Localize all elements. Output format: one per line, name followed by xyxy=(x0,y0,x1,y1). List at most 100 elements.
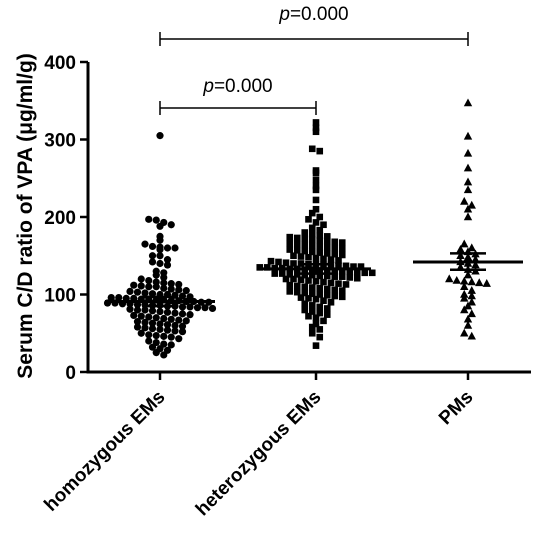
data-point xyxy=(327,279,335,287)
data-points xyxy=(103,98,491,359)
data-point xyxy=(316,303,324,311)
data-point xyxy=(308,230,316,238)
data-point xyxy=(301,306,309,314)
data-point xyxy=(456,251,465,259)
data-point xyxy=(175,335,183,343)
data-point xyxy=(301,241,309,249)
data-point xyxy=(148,252,157,260)
data-point xyxy=(156,252,164,260)
data-point xyxy=(163,256,172,264)
data-point xyxy=(308,224,316,232)
data-point xyxy=(312,342,320,349)
data-point xyxy=(208,304,217,313)
data-point xyxy=(320,317,327,325)
data-point xyxy=(133,318,142,326)
data-point xyxy=(460,196,469,205)
data-point xyxy=(297,294,305,301)
data-point xyxy=(308,308,316,315)
data-point xyxy=(160,332,168,340)
data-point xyxy=(331,286,339,294)
data-point xyxy=(323,267,331,274)
data-point xyxy=(137,329,145,337)
data-point xyxy=(137,312,145,320)
data-point xyxy=(316,243,324,250)
data-point xyxy=(312,295,320,303)
data-point xyxy=(148,258,157,266)
data-point xyxy=(160,279,168,287)
data-point xyxy=(463,185,473,194)
data-point xyxy=(316,232,324,239)
data-point xyxy=(308,302,316,309)
data-point xyxy=(482,279,491,287)
data-point xyxy=(163,321,172,329)
data-point xyxy=(316,267,324,274)
data-point xyxy=(312,182,320,190)
data-point xyxy=(286,240,294,247)
data-point xyxy=(316,236,324,244)
data-point xyxy=(133,288,142,296)
data-point xyxy=(312,176,320,184)
data-point xyxy=(320,221,327,229)
data-point xyxy=(463,320,473,329)
data-point xyxy=(286,271,294,278)
data-point xyxy=(463,270,473,279)
data-point xyxy=(133,323,142,331)
data-point xyxy=(342,262,350,270)
y-tick-label: 300 xyxy=(44,131,76,152)
data-point xyxy=(148,343,157,351)
data-point xyxy=(178,328,187,336)
data-point xyxy=(293,240,301,248)
data-point xyxy=(312,219,320,226)
data-point xyxy=(115,294,123,302)
data-point xyxy=(335,280,342,287)
data-point xyxy=(175,286,183,294)
data-point xyxy=(167,333,175,341)
data-point xyxy=(338,267,346,275)
data-point xyxy=(308,284,316,291)
data-point xyxy=(467,291,476,300)
data-point xyxy=(323,272,331,280)
data-point xyxy=(463,314,473,323)
data-point xyxy=(316,147,324,155)
data-point xyxy=(171,321,179,330)
data-point xyxy=(331,273,339,280)
data-point xyxy=(320,278,327,286)
data-point xyxy=(305,295,312,302)
data-point xyxy=(156,307,164,316)
data-point xyxy=(316,226,324,234)
data-point xyxy=(312,205,320,213)
data-point xyxy=(308,236,316,243)
data-point xyxy=(167,221,175,229)
mean-ci-bars xyxy=(105,252,523,308)
data-point xyxy=(305,216,312,223)
data-point xyxy=(137,282,145,290)
data-point xyxy=(331,250,339,258)
data-point xyxy=(301,235,309,242)
p-value-label: p=0.000 xyxy=(278,4,348,25)
data-point xyxy=(186,311,194,319)
data-point xyxy=(175,280,183,289)
data-point xyxy=(445,274,454,283)
data-point xyxy=(316,249,324,256)
data-point xyxy=(467,200,476,209)
y-tick-label: 100 xyxy=(44,286,76,307)
data-point xyxy=(460,328,469,337)
data-point xyxy=(282,275,290,283)
data-point xyxy=(152,314,160,322)
data-point xyxy=(308,290,316,298)
data-point xyxy=(293,234,301,242)
data-point xyxy=(271,270,279,277)
data-point xyxy=(286,281,294,289)
data-point xyxy=(156,259,164,268)
data-point xyxy=(463,163,473,172)
data-point xyxy=(460,276,469,285)
data-point xyxy=(316,333,324,341)
y-tick-label: 200 xyxy=(44,208,76,229)
data-point xyxy=(193,304,202,312)
data-point xyxy=(167,285,175,293)
data-point xyxy=(335,257,342,264)
data-point xyxy=(323,243,331,251)
data-point xyxy=(323,291,331,299)
data-point xyxy=(301,271,309,279)
data-point xyxy=(148,325,157,333)
